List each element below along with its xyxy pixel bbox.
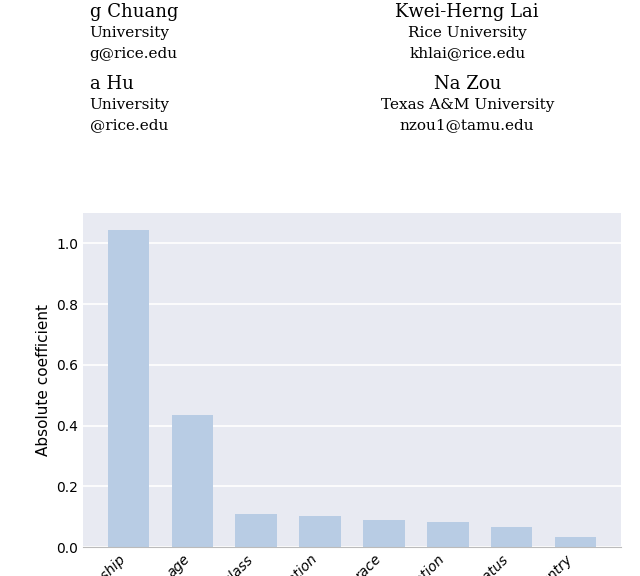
Text: Rice University: Rice University xyxy=(408,26,527,40)
Text: a Hu: a Hu xyxy=(90,75,134,93)
Y-axis label: Absolute coefficient: Absolute coefficient xyxy=(36,304,51,456)
Text: g Chuang: g Chuang xyxy=(90,3,178,21)
Text: g@rice.edu: g@rice.edu xyxy=(90,47,178,60)
Bar xyxy=(555,537,596,547)
Text: @rice.edu: @rice.edu xyxy=(90,119,168,132)
Bar xyxy=(491,526,532,547)
Bar xyxy=(108,230,149,547)
Bar xyxy=(236,514,277,547)
Text: University: University xyxy=(90,26,170,40)
Bar xyxy=(300,516,341,547)
Bar xyxy=(363,521,404,547)
Text: khlai@rice.edu: khlai@rice.edu xyxy=(409,47,525,60)
Bar xyxy=(427,522,468,547)
Text: nzou1@tamu.edu: nzou1@tamu.edu xyxy=(400,119,534,132)
Text: Kwei-Herng Lai: Kwei-Herng Lai xyxy=(396,3,539,21)
Text: Texas A&M University: Texas A&M University xyxy=(381,98,554,112)
Text: Na Zou: Na Zou xyxy=(433,75,501,93)
Bar xyxy=(172,415,213,547)
Text: University: University xyxy=(90,98,170,112)
